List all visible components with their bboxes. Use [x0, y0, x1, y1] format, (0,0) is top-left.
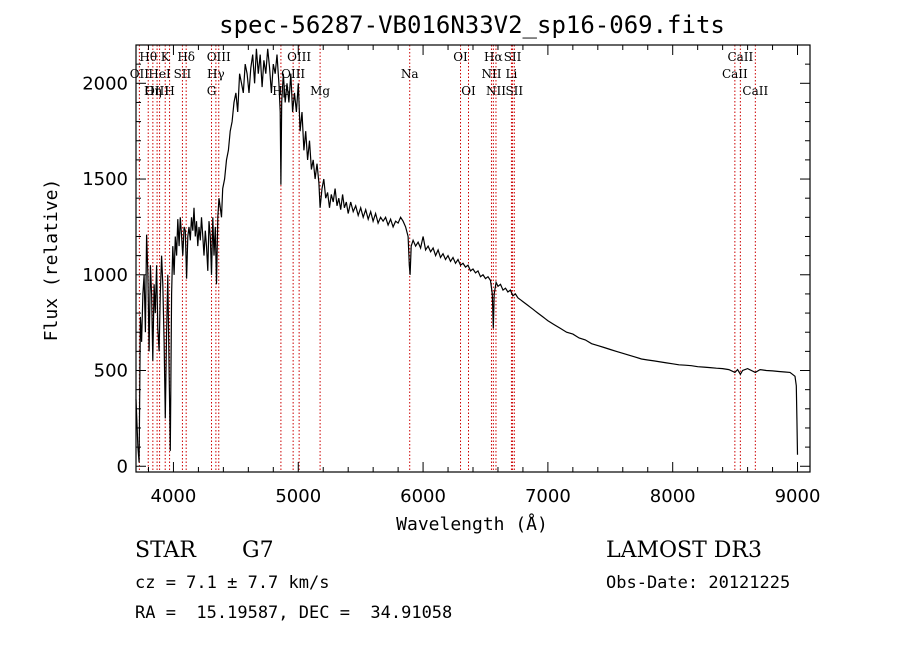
- axis-ticks: 4000 5000 6000 7000 8000 9000 0 500 1000 1500 2000: [82, 45, 820, 507]
- line-label-13: OIII: [281, 67, 305, 81]
- line-label-24: SII: [505, 84, 523, 98]
- line-label-1: OII: [130, 67, 150, 81]
- chart-title: spec-56287-VB016N33V2_sp16-069.fits: [219, 11, 725, 39]
- line-label-0: Hθ: [139, 50, 157, 64]
- sky-coordinates: RA = 15.19587, DEC = 34.91058: [135, 603, 453, 623]
- flux-series-line: [135, 48, 799, 463]
- x-tick-label-3: 7000: [525, 486, 571, 507]
- line-label-17: OI: [453, 50, 468, 64]
- line-label-6: H: [164, 84, 174, 98]
- line-label-25: CaII: [727, 50, 753, 64]
- line-label-23: Li: [506, 67, 518, 81]
- object-class: STAR: [135, 538, 196, 563]
- y-tick-label-0: 0: [117, 456, 128, 477]
- line-label-22: SII: [504, 50, 522, 64]
- line-label-7: SII: [174, 67, 192, 81]
- y-tick-label-3: 1500: [82, 169, 128, 190]
- x-axis-label: Wavelength (Å): [396, 513, 548, 535]
- line-label-27: CaII: [742, 84, 768, 98]
- x-tick-label-2: 6000: [400, 486, 446, 507]
- line-label-18: OI: [461, 84, 476, 98]
- x-tick-label-4: 8000: [650, 486, 696, 507]
- object-subclass: G7: [242, 538, 274, 563]
- line-label-14: Hβ: [272, 84, 289, 98]
- line-label-10: Hγ: [207, 67, 225, 81]
- x-tick-label-0: 4000: [151, 486, 197, 507]
- line-label-15: Mg: [310, 84, 330, 98]
- line-label-5: Hη: [144, 84, 162, 98]
- survey-name: LAMOST DR3: [606, 538, 762, 563]
- line-label-2: OIII: [145, 84, 169, 98]
- x-tick-label-5: 9000: [775, 486, 821, 507]
- line-label-16: Na: [401, 67, 419, 81]
- line-label-26: CaII: [722, 67, 748, 81]
- line-label-19: Hα: [484, 50, 503, 64]
- y-tick-label-2: 1000: [82, 265, 128, 286]
- observation-date: Obs-Date: 20121225: [606, 573, 791, 593]
- y-axis-label: Flux (relative): [41, 179, 62, 342]
- spectral-line-markers: [138, 45, 756, 472]
- line-label-8: Hδ: [177, 50, 195, 64]
- y-tick-label-1: 500: [94, 361, 128, 382]
- x-tick-label-1: 5000: [275, 486, 321, 507]
- line-label-4: HeI: [148, 67, 171, 81]
- line-label-3: K: [161, 50, 171, 64]
- line-label-12: OIII: [287, 50, 311, 64]
- redshift-velocity: cz = 7.1 ± 7.7 km/s: [135, 573, 330, 593]
- line-label-20: NII: [481, 67, 501, 81]
- line-label-9: OIII: [207, 50, 231, 64]
- line-label-21: NII: [486, 84, 506, 98]
- y-tick-label-4: 2000: [82, 73, 128, 94]
- line-label-11: G: [207, 84, 217, 98]
